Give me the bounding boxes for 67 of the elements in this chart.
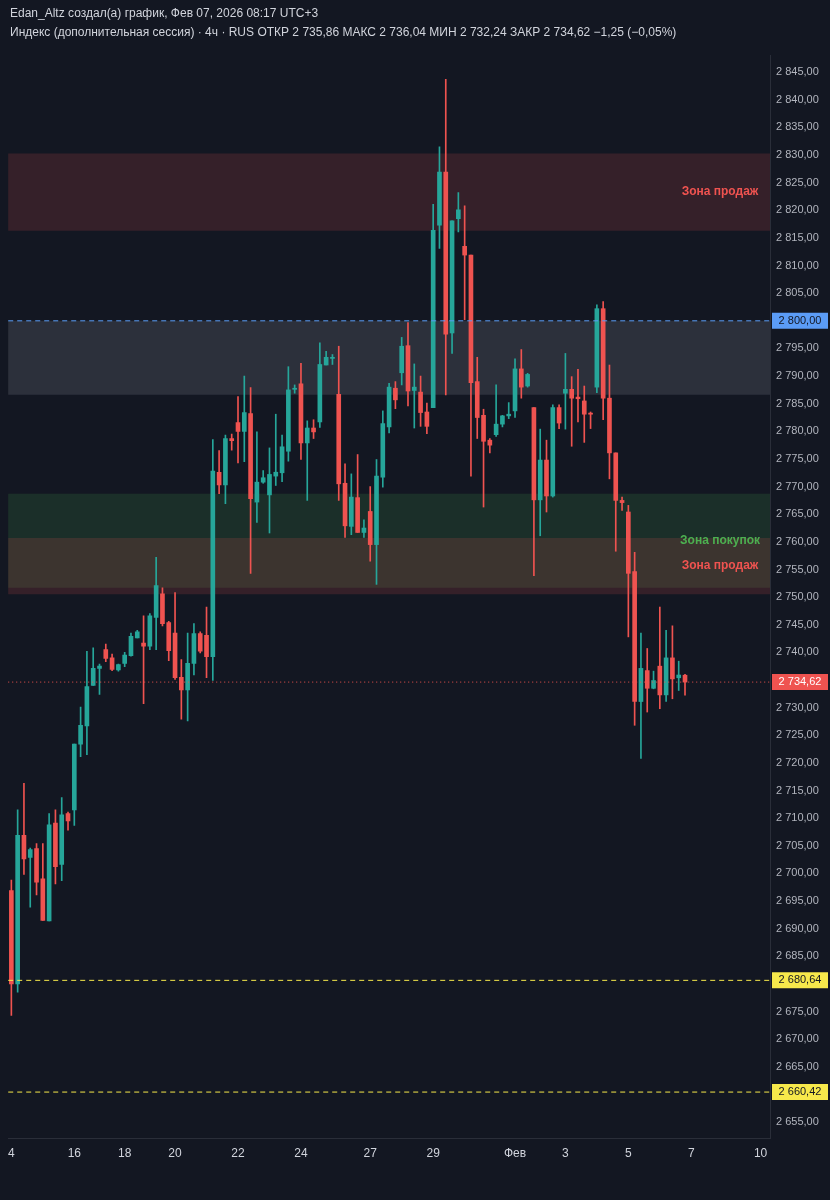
y-tick-label: 2 835,00: [776, 120, 819, 133]
y-tick-label: 2 705,00: [776, 838, 819, 851]
x-tick-label: 27: [363, 1146, 378, 1161]
y-tick-label: 2 655,00: [776, 1115, 819, 1128]
x-tick-label: 29: [426, 1146, 441, 1161]
x-tick-label: 5: [625, 1146, 632, 1161]
candlestick: [506, 402, 512, 419]
candlestick: [229, 433, 235, 451]
band-label: Зона продаж: [681, 184, 759, 199]
y-tick-label: 2 780,00: [776, 424, 819, 437]
y-tick-label: 2 760,00: [776, 534, 819, 547]
y-tick-label: 2 745,00: [776, 617, 819, 630]
candlestick: [235, 396, 241, 464]
y-tick-label: 2 710,00: [776, 811, 819, 824]
y-tick-label: 2 815,00: [776, 230, 819, 243]
ref-line-label: 2 734,62: [778, 675, 822, 688]
y-tick-label: 2 825,00: [776, 175, 819, 188]
candlestick: [241, 375, 247, 463]
y-tick-label: 2 685,00: [776, 949, 819, 962]
x-tick-label: 20: [168, 1146, 183, 1161]
y-tick-label: 2 820,00: [776, 203, 819, 216]
x-tick-label: 4: [8, 1146, 16, 1161]
x-tick-label: 10: [753, 1146, 768, 1161]
y-tick-label: 2 715,00: [776, 783, 819, 796]
x-tick-label: 16: [67, 1146, 82, 1161]
candlestick: [569, 376, 575, 447]
y-tick-label: 2 695,00: [776, 894, 819, 907]
y-tick-label: 2 775,00: [776, 451, 819, 464]
y-tick-label: 2 690,00: [776, 921, 819, 934]
y-tick-label: 2 755,00: [776, 562, 819, 575]
x-tick-label: 22: [231, 1146, 245, 1161]
y-tick-label: 2 750,00: [776, 590, 819, 603]
y-tick-label: 2 740,00: [776, 645, 819, 658]
candlestick: [27, 847, 33, 908]
candlestick: [676, 660, 682, 691]
y-tick-label: 2 730,00: [776, 700, 819, 713]
candlestick: [304, 420, 310, 501]
x-tick-label: Фев: [503, 1146, 527, 1161]
text: Edan_Altz создал(а) график, Фев 07, 2026 08:17 UTC+3: [9, 5, 320, 22]
y-tick-label: 2 725,00: [776, 728, 819, 741]
y-tick-label: 2 845,00: [776, 65, 819, 78]
band-label: Зона покупок: [680, 533, 761, 548]
x-tick-label: 24: [294, 1146, 308, 1161]
y-tick-label: 2 665,00: [776, 1059, 819, 1072]
y-tick-label: 2 830,00: [776, 148, 819, 161]
candlestick: [619, 496, 625, 511]
ref-line-label: 2 800,00: [778, 313, 822, 326]
y-tick-label: 2 785,00: [776, 396, 819, 409]
y-tick-label: 2 810,00: [776, 258, 819, 271]
y-tick-label: 2 765,00: [776, 507, 819, 520]
y-tick-label: 2 670,00: [776, 1032, 819, 1045]
y-tick-label: 2 770,00: [776, 479, 819, 492]
x-tick-label: 3: [562, 1146, 570, 1161]
chart-title: Индекс (дополнительная сессия) · 4ч · RUS ОТКР 2 735,86 МАКС 2 736,04 МИН 2 732,24 ЗАКР 2 734,62 −1,25 (−0,05%): [9, 24, 678, 41]
x-tick-label: 18: [118, 1146, 132, 1161]
y-tick-label: 2 720,00: [776, 755, 819, 768]
ref-line-label: 2 680,64: [778, 973, 822, 986]
band-label: Зона продаж: [681, 558, 759, 573]
y-tick-label: 2 805,00: [776, 286, 819, 299]
x-tick-label: 7: [687, 1146, 695, 1161]
y-tick-label: 2 700,00: [776, 866, 819, 879]
y-tick-label: 2 675,00: [776, 1004, 819, 1017]
ref-line-label: 2 660,42: [778, 1085, 822, 1098]
candlestick: [411, 363, 417, 429]
y-tick-label: 2 790,00: [776, 369, 819, 382]
y-tick-label: 2 840,00: [776, 92, 819, 105]
y-tick-label: 2 795,00: [776, 341, 819, 354]
